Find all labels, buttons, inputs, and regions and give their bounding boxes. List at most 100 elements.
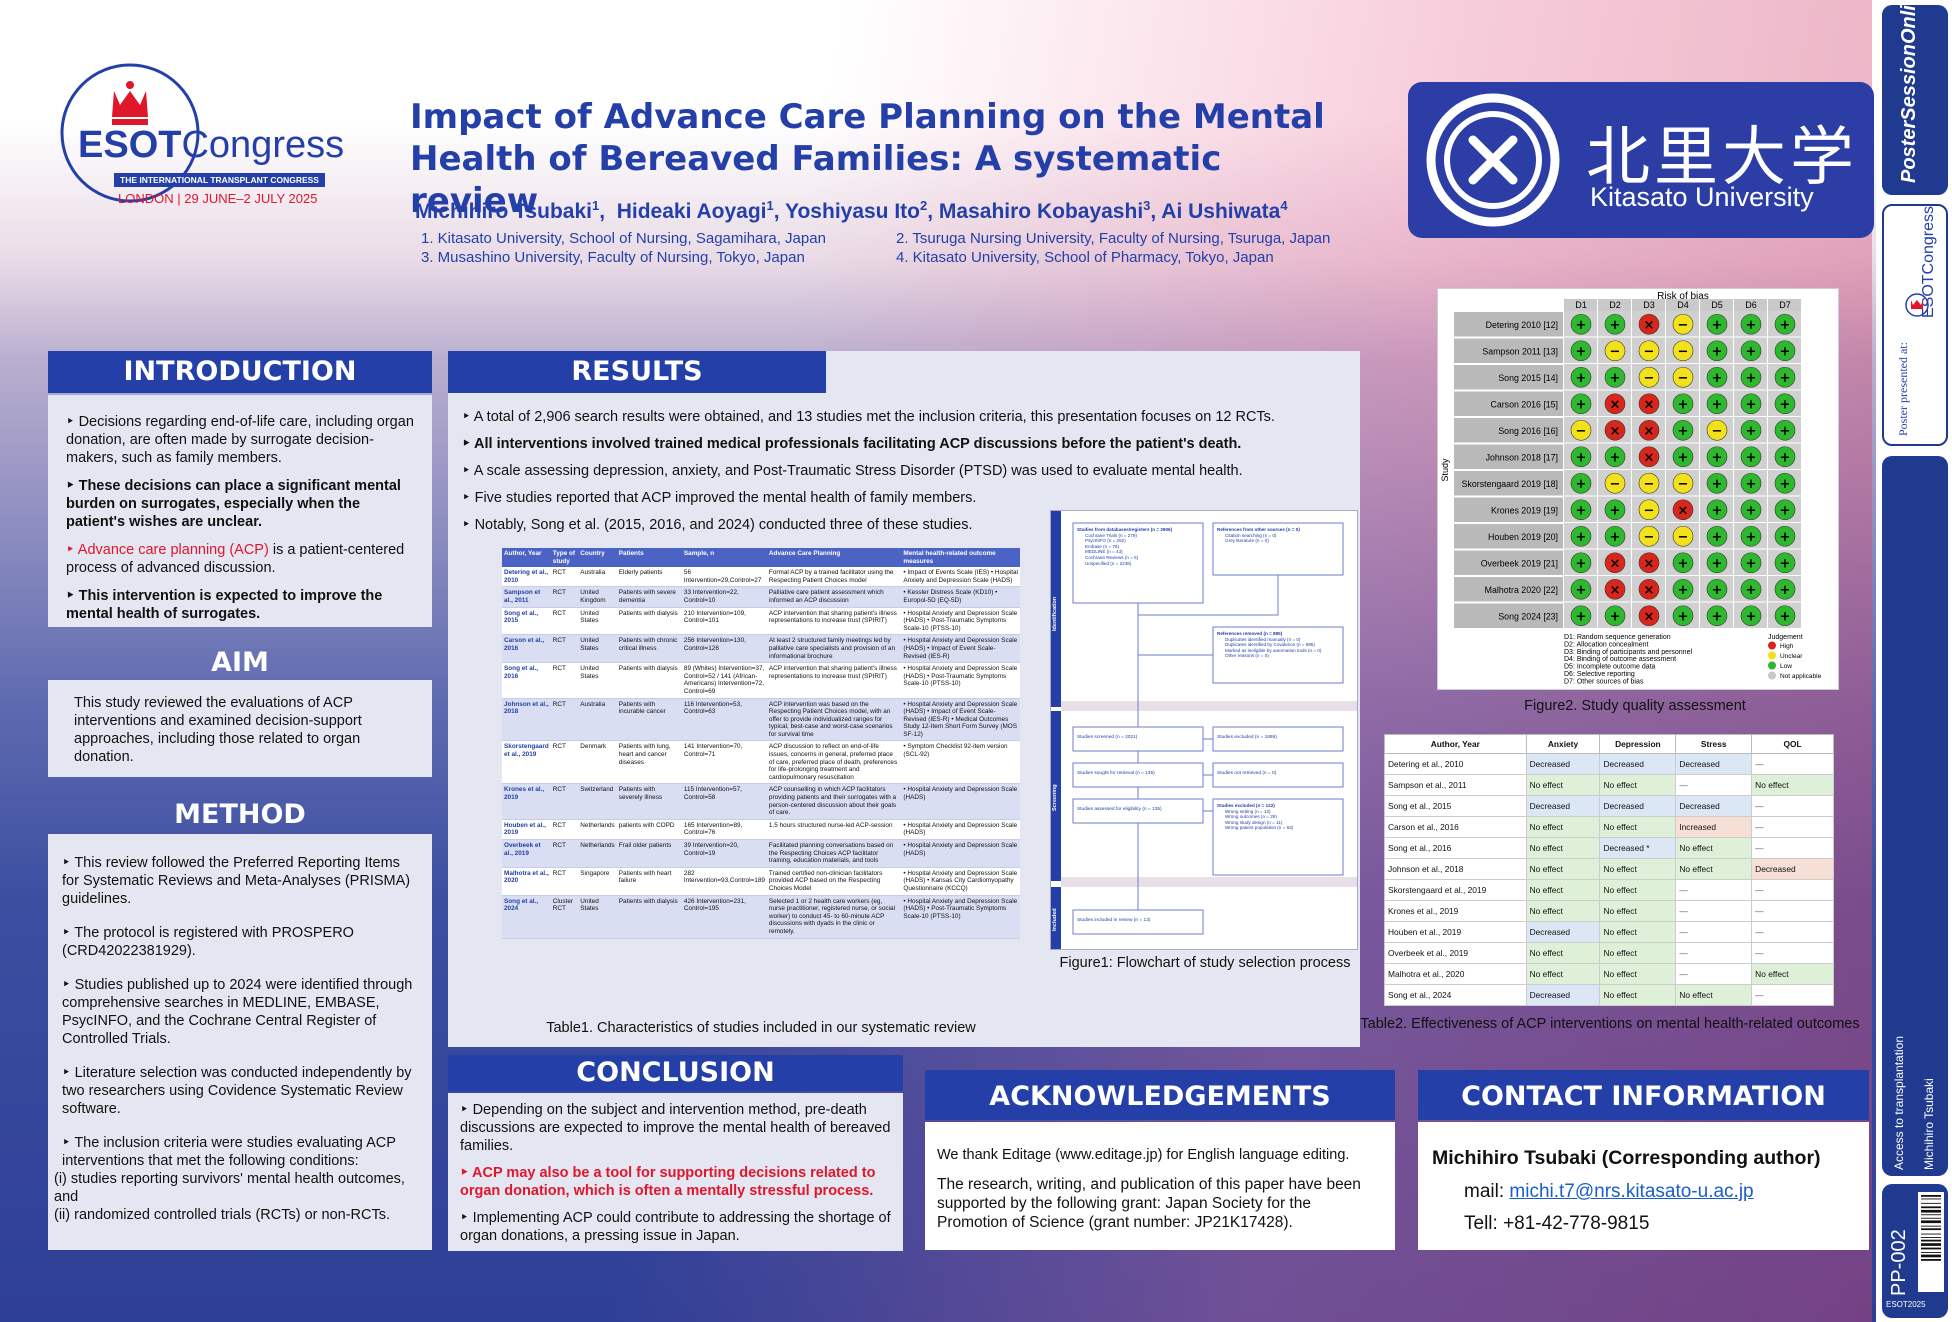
rob-judgement-L bbox=[1570, 578, 1592, 600]
rob-judgement-L bbox=[1570, 525, 1592, 547]
affiliation-2: 2. Tsuruga Nursing University, Faculty o… bbox=[896, 230, 1331, 247]
flow-line: Citation searching (n = 0) bbox=[1225, 532, 1277, 538]
t1-cell: Trained certified non-clinician facilita… bbox=[766, 867, 902, 896]
esot-congress-logo: ESOTCongress THE INTERNATIONAL TRANSPLAN… bbox=[48, 55, 358, 215]
method-p5: ‣ The inclusion criteria were studies ev… bbox=[62, 1135, 396, 1169]
rob-judgement-U bbox=[1672, 525, 1694, 547]
t2-cell: — bbox=[1751, 900, 1834, 922]
t1-cell: Sampson et al., 2011 bbox=[502, 586, 551, 608]
contact-mail: mail: michi.t7@nrs.kitasato-u.ac.jp bbox=[1432, 1176, 1859, 1208]
rob-legend-label: High bbox=[1780, 643, 1794, 650]
rob-judgement-L bbox=[1672, 393, 1694, 415]
rob-domain-header bbox=[1564, 299, 1597, 311]
table-row: Skorstengaard et al., 2019 RCT Denmark Pati… bbox=[502, 740, 1020, 785]
rob-judgement-symbol: + bbox=[1712, 583, 1723, 598]
rob-judgement-H bbox=[1638, 313, 1660, 335]
email-link[interactable]: michi.t7@nrs.kitasato-u.ac.jp bbox=[1509, 1181, 1754, 1202]
rob-judgement-U bbox=[1638, 340, 1660, 362]
t2-cell: No effect bbox=[1751, 963, 1834, 985]
t2-cell: No effect bbox=[1675, 984, 1753, 1006]
rob-judgement-symbol: + bbox=[1610, 450, 1621, 465]
results-bullet-1: ‣ A total of 2,906 search results were o… bbox=[462, 409, 1275, 425]
rob-judgement-L bbox=[1774, 605, 1796, 627]
rob-judgement-L bbox=[1706, 472, 1728, 494]
t1-cell: • Hospital Anxiety and Depression Scale … bbox=[901, 783, 1020, 820]
rob-judgement-L bbox=[1740, 340, 1762, 362]
t1-header-0: Author, Year bbox=[502, 548, 551, 568]
rob-study-label: Krones 2019 [19] bbox=[1491, 505, 1558, 515]
rob-judgement-title: Judgement bbox=[1768, 634, 1803, 641]
rob-judgement-L bbox=[1774, 313, 1796, 335]
author-list: Michihiro Tsubaki1, Hideaki Aoyagi1, Yos… bbox=[415, 198, 1395, 266]
rob-judgement-symbol: + bbox=[1746, 371, 1757, 386]
poster-title: Impact of Advance Care Planning on the M… bbox=[410, 96, 1350, 222]
rob-judgement-symbol: + bbox=[1678, 609, 1689, 624]
rob-judgement-symbol: × bbox=[1644, 318, 1655, 333]
t1-cell: • Kessler Distress Scale (KD10) • Europo… bbox=[901, 586, 1020, 608]
rob-judgement-symbol: + bbox=[1780, 318, 1791, 333]
rob-judgement-L bbox=[1570, 605, 1592, 627]
sidebar-crown-icon bbox=[1905, 293, 1929, 317]
rob-judgement-symbol: + bbox=[1576, 344, 1587, 359]
rob-judgement-symbol: × bbox=[1610, 424, 1621, 439]
rob-legend-dot bbox=[1768, 661, 1776, 670]
intro-p1: ‣ Decisions regarding end-of-life care, … bbox=[66, 414, 414, 466]
rob-study-bar bbox=[1454, 418, 1563, 443]
rob-study-label: Overbeek 2019 [21] bbox=[1481, 558, 1558, 568]
barcode-icon bbox=[1918, 1192, 1944, 1292]
rob-judgement-symbol: × bbox=[1644, 556, 1655, 571]
t2-cell: Song et al., 2015 bbox=[1384, 795, 1527, 817]
sidebar-category-panel: Access to transplantation Michihiro Tsub… bbox=[1882, 456, 1948, 1176]
rob-judgement-symbol: + bbox=[1712, 450, 1723, 465]
t1-cell: Palliative care patient assessment which… bbox=[766, 586, 902, 608]
flow-other-title: References from other sources (n = 0) bbox=[1217, 527, 1300, 532]
rob-judgement-symbol: − bbox=[1678, 530, 1689, 545]
rob-judgement-L bbox=[1706, 393, 1728, 415]
t2-cell: Decreased bbox=[1675, 753, 1753, 775]
flow-excl2-title: Studies excluded (n = 122) bbox=[1217, 803, 1275, 808]
rob-judgement-symbol: + bbox=[1780, 503, 1791, 518]
rob-judgement-H bbox=[1638, 446, 1660, 468]
t1-header-2: Country bbox=[578, 548, 617, 568]
congress-tagline: THE INTERNATIONAL TRANSPLANT CONGRESS bbox=[114, 173, 325, 187]
t1-cell: ACP intervention that sharing patient's … bbox=[766, 607, 902, 636]
t2-cell: — bbox=[1675, 963, 1753, 985]
table-row: Malhotra et al., 2020 RCT Singapore Patient… bbox=[502, 867, 1020, 896]
flow-line: MEDLINE (n = 43) bbox=[1085, 549, 1123, 555]
rob-judgement-symbol: + bbox=[1712, 503, 1723, 518]
table-row: Sampson et al., 2011 No effect No effect — N… bbox=[1384, 774, 1834, 796]
acknowledgements-heading: ACKNOWLEDGEMENTS bbox=[925, 1070, 1395, 1120]
rob-judgement-symbol: + bbox=[1746, 609, 1757, 624]
postersessiononline-badge[interactable]: PosterSessionOnline bbox=[1882, 0, 1948, 195]
kitasato-emblem-icon bbox=[1426, 93, 1560, 227]
flow-line: Cochrane Reviews (n = 5) bbox=[1085, 554, 1139, 560]
author-1: Michihiro Tsubaki bbox=[415, 200, 592, 223]
t1-cell: Patients with incurable cancer bbox=[616, 698, 682, 742]
rob-judgement-symbol: × bbox=[1610, 397, 1621, 412]
rob-judgement-symbol: + bbox=[1678, 583, 1689, 598]
flow-line: Duplicates identified manually (n = 0) bbox=[1225, 636, 1301, 642]
t2-cell: — bbox=[1675, 942, 1753, 964]
rob-judgement-H bbox=[1638, 578, 1660, 600]
risk-of-bias-svg: Risk of bias D1 D2 D3 D4 D5 D6 D7 Study Detering … bbox=[1440, 291, 1822, 685]
rob-judgement-symbol: + bbox=[1712, 371, 1723, 386]
t1-cell: Overbeek et al., 2019 bbox=[502, 839, 551, 868]
table-row: Song et al., 2016 RCT United States Patient… bbox=[502, 662, 1020, 699]
method-p2: ‣ The protocol is registered with PROSPE… bbox=[62, 925, 354, 959]
rob-judgement-symbol: + bbox=[1678, 424, 1689, 439]
t1-cell: Frail older patients bbox=[616, 839, 682, 868]
t1-cell: ACP counselling in which ACP facilitator… bbox=[766, 783, 902, 820]
flow-line: Wrong outcomes (n = 29) bbox=[1225, 814, 1277, 820]
table-row: Houben et al., 2019 RCT Netherlands patient… bbox=[502, 819, 1020, 841]
t1-cell: RCT bbox=[550, 783, 579, 820]
conclusion-p2: ‣ ACP may also be a tool for supporting … bbox=[460, 1165, 876, 1199]
rob-judgement-L bbox=[1706, 340, 1728, 362]
flow-line: Wrong setting (n = 13) bbox=[1225, 808, 1271, 814]
rob-judgement-L bbox=[1774, 446, 1796, 468]
table-row: Carson et al., 2016 RCT United States Patie… bbox=[502, 634, 1020, 664]
brand-text: PosterSessionOnline bbox=[1898, 0, 1920, 183]
t1-cell: RCT bbox=[550, 567, 579, 588]
prisma-flowchart: Identification Screening Included Studie… bbox=[1050, 510, 1358, 950]
t1-cell: Houben et al., 2019 bbox=[502, 819, 551, 841]
rob-judgement-L bbox=[1570, 366, 1592, 388]
